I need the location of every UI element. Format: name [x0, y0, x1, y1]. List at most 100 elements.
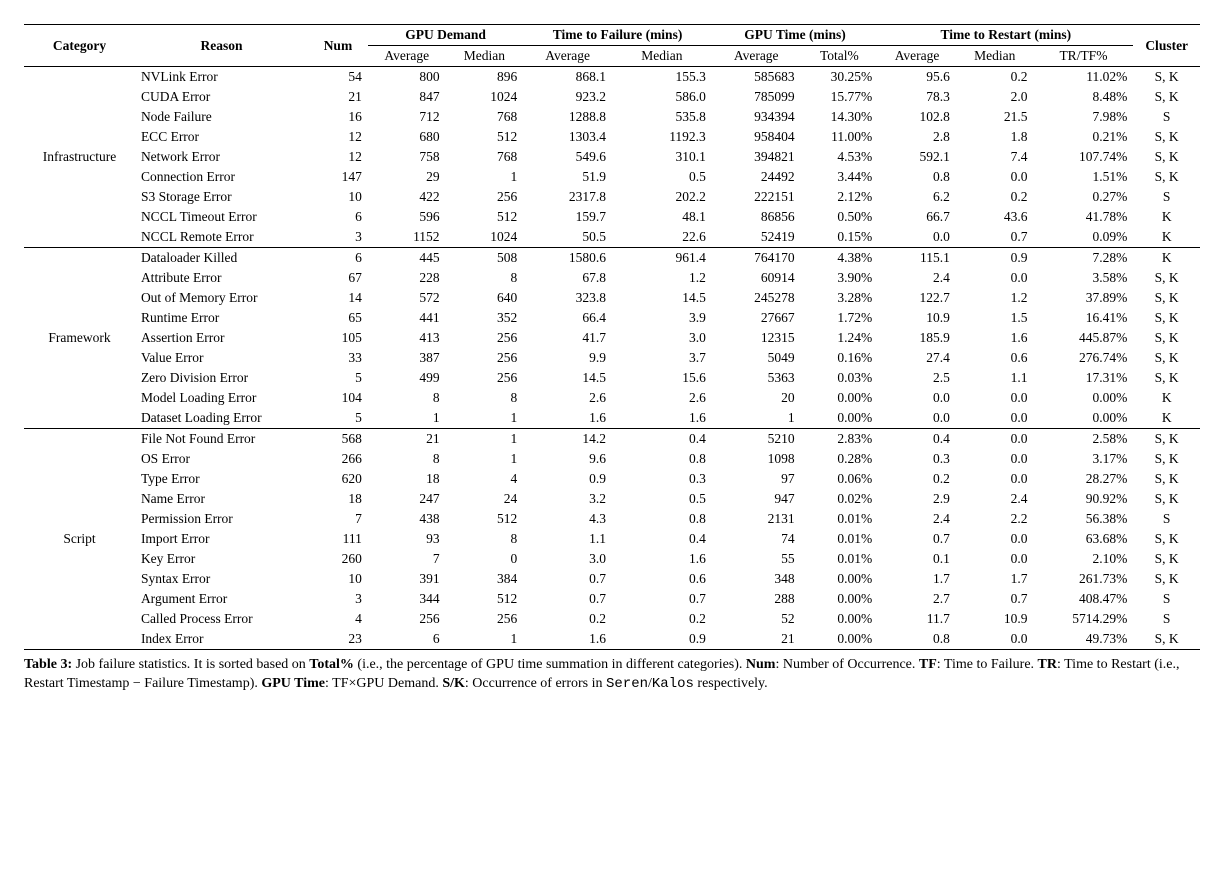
reason-cell: File Not Found Error	[135, 429, 308, 450]
value-cell: 0.09%	[1034, 227, 1134, 248]
value-cell: 0.2	[523, 609, 612, 629]
reason-cell: NCCL Timeout Error	[135, 207, 308, 227]
value-cell: 0	[446, 549, 524, 569]
value-cell: 107.74%	[1034, 147, 1134, 167]
value-cell: 37.89%	[1034, 288, 1134, 308]
value-cell: 90.92%	[1034, 489, 1134, 509]
cluster-cell: S, K	[1133, 469, 1200, 489]
value-cell: 14.30%	[801, 107, 879, 127]
table-row: Value Error333872569.93.750490.16%27.40.…	[24, 348, 1200, 368]
value-cell: 0.8	[612, 449, 712, 469]
value-cell: 0.06%	[801, 469, 879, 489]
value-cell: 8	[368, 449, 446, 469]
value-cell: 21	[712, 629, 801, 650]
reason-cell: Node Failure	[135, 107, 308, 127]
value-cell: 800	[368, 67, 446, 88]
value-cell: 24492	[712, 167, 801, 187]
cluster-cell: S, K	[1133, 368, 1200, 388]
reason-cell: Runtime Error	[135, 308, 308, 328]
hdr-gd-avg: Average	[368, 46, 446, 67]
value-cell: 5714.29%	[1034, 609, 1134, 629]
value-cell: 256	[446, 368, 524, 388]
value-cell: 12315	[712, 328, 801, 348]
value-cell: 0.0	[956, 268, 1034, 288]
cluster-cell: S, K	[1133, 348, 1200, 368]
value-cell: 2.4	[956, 489, 1034, 509]
value-cell: 11.7	[878, 609, 956, 629]
value-cell: 3.28%	[801, 288, 879, 308]
value-cell: 23	[308, 629, 368, 650]
value-cell: 0.0	[956, 549, 1034, 569]
value-cell: 0.8	[878, 167, 956, 187]
value-cell: 585683	[712, 67, 801, 88]
value-cell: 0.00%	[801, 629, 879, 650]
value-cell: 14.5	[523, 368, 612, 388]
value-cell: 260	[308, 549, 368, 569]
value-cell: 1.72%	[801, 308, 879, 328]
value-cell: 122.7	[878, 288, 956, 308]
cluster-cell: S, K	[1133, 87, 1200, 107]
value-cell: 0.6	[956, 348, 1034, 368]
value-cell: 0.3	[878, 449, 956, 469]
caption-text: : TF×GPU Demand.	[325, 676, 442, 691]
value-cell: 202.2	[612, 187, 712, 207]
value-cell: 3.0	[523, 549, 612, 569]
value-cell: 105	[308, 328, 368, 348]
value-cell: 8	[446, 529, 524, 549]
value-cell: 67.8	[523, 268, 612, 288]
value-cell: 102.8	[878, 107, 956, 127]
value-cell: 3	[308, 227, 368, 248]
value-cell: 0.0	[878, 408, 956, 429]
value-cell: 2.8	[878, 127, 956, 147]
cluster-cell: S, K	[1133, 489, 1200, 509]
value-cell: 66.4	[523, 308, 612, 328]
reason-cell: Assertion Error	[135, 328, 308, 348]
value-cell: 21.5	[956, 107, 1034, 127]
hdr-reason: Reason	[135, 25, 308, 67]
value-cell: 572	[368, 288, 446, 308]
value-cell: 0.2	[878, 469, 956, 489]
reason-cell: Dataset Loading Error	[135, 408, 308, 429]
value-cell: 0.21%	[1034, 127, 1134, 147]
value-cell: 261.73%	[1034, 569, 1134, 589]
hdr-ttr-pct: TR/TF%	[1034, 46, 1134, 67]
value-cell: 7.28%	[1034, 248, 1134, 269]
reason-cell: Argument Error	[135, 589, 308, 609]
caption-text: Job failure statistics. It is sorted bas…	[72, 657, 309, 672]
value-cell: 12	[308, 127, 368, 147]
value-cell: 0.7	[956, 227, 1034, 248]
value-cell: 7.4	[956, 147, 1034, 167]
reason-cell: CUDA Error	[135, 87, 308, 107]
table-row: FrameworkDataloader Killed64455081580.69…	[24, 248, 1200, 269]
table-row: Name Error18247243.20.59470.02%2.92.490.…	[24, 489, 1200, 509]
cluster-cell: S, K	[1133, 429, 1200, 450]
value-cell: 3.90%	[801, 268, 879, 288]
value-cell: 549.6	[523, 147, 612, 167]
value-cell: 2317.8	[523, 187, 612, 207]
value-cell: 5210	[712, 429, 801, 450]
value-cell: 0.00%	[801, 609, 879, 629]
value-cell: 768	[446, 147, 524, 167]
category-cell: Script	[24, 429, 135, 650]
caption-label: Table 3:	[24, 657, 72, 672]
value-cell: 0.15%	[801, 227, 879, 248]
value-cell: 266	[308, 449, 368, 469]
table-row: Node Failure167127681288.8535.893439414.…	[24, 107, 1200, 127]
reason-cell: Name Error	[135, 489, 308, 509]
value-cell: 712	[368, 107, 446, 127]
value-cell: 680	[368, 127, 446, 147]
cluster-cell: S, K	[1133, 449, 1200, 469]
value-cell: 568	[308, 429, 368, 450]
value-cell: 1098	[712, 449, 801, 469]
value-cell: 0.00%	[801, 408, 879, 429]
value-cell: 5	[308, 368, 368, 388]
value-cell: 768	[446, 107, 524, 127]
value-cell: 4	[308, 609, 368, 629]
value-cell: 21	[308, 87, 368, 107]
value-cell: 8	[446, 388, 524, 408]
hdr-gpu-time: GPU Time (mins)	[712, 25, 878, 46]
caption-mono: Seren	[606, 676, 648, 692]
caption-mono: Kalos	[652, 676, 694, 692]
table-row: InfrastructureNVLink Error54800896868.11…	[24, 67, 1200, 88]
value-cell: 0.2	[956, 67, 1034, 88]
